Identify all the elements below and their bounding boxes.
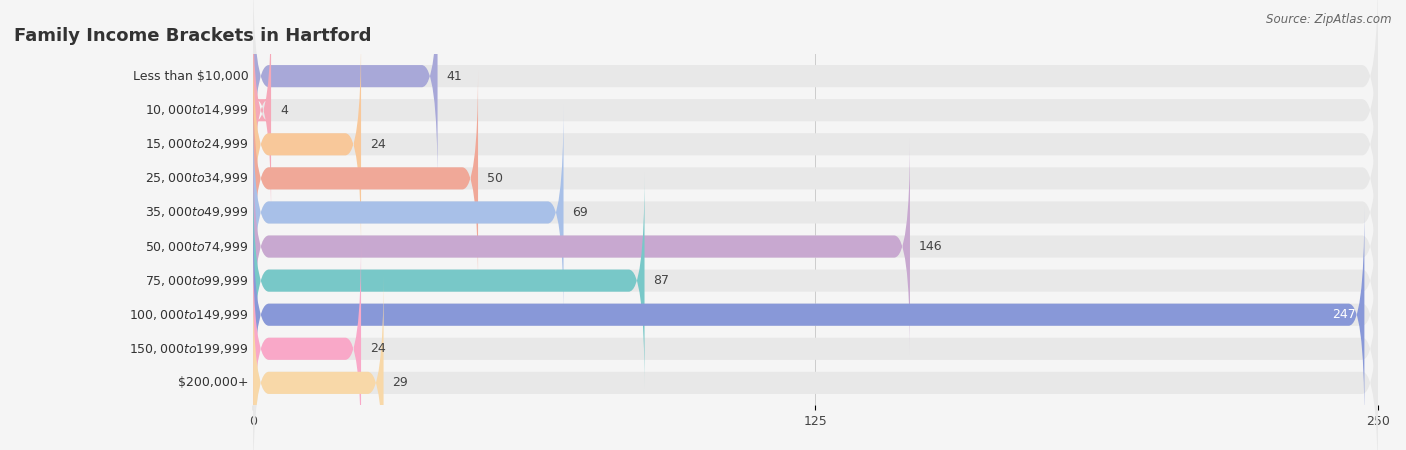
Text: Family Income Brackets in Hartford: Family Income Brackets in Hartford bbox=[14, 27, 371, 45]
Text: $50,000 to $74,999: $50,000 to $74,999 bbox=[145, 239, 249, 253]
Text: $35,000 to $49,999: $35,000 to $49,999 bbox=[145, 206, 249, 220]
FancyBboxPatch shape bbox=[253, 104, 564, 321]
Text: Less than $10,000: Less than $10,000 bbox=[132, 70, 249, 83]
Text: $200,000+: $200,000+ bbox=[177, 376, 249, 389]
FancyBboxPatch shape bbox=[253, 274, 384, 450]
Text: $10,000 to $14,999: $10,000 to $14,999 bbox=[145, 103, 249, 117]
Text: 29: 29 bbox=[392, 376, 408, 389]
FancyBboxPatch shape bbox=[253, 36, 361, 252]
Text: 50: 50 bbox=[486, 172, 503, 185]
FancyBboxPatch shape bbox=[253, 207, 1364, 423]
FancyBboxPatch shape bbox=[253, 138, 1378, 355]
FancyBboxPatch shape bbox=[253, 2, 1378, 218]
FancyBboxPatch shape bbox=[253, 104, 1378, 321]
Text: 247: 247 bbox=[1331, 308, 1355, 321]
Text: Source: ZipAtlas.com: Source: ZipAtlas.com bbox=[1267, 14, 1392, 27]
FancyBboxPatch shape bbox=[253, 36, 1378, 252]
Text: $75,000 to $99,999: $75,000 to $99,999 bbox=[145, 274, 249, 288]
Text: $150,000 to $199,999: $150,000 to $199,999 bbox=[129, 342, 249, 356]
FancyBboxPatch shape bbox=[253, 0, 1378, 184]
FancyBboxPatch shape bbox=[253, 2, 271, 218]
Text: 146: 146 bbox=[920, 240, 942, 253]
Text: $25,000 to $34,999: $25,000 to $34,999 bbox=[145, 171, 249, 185]
FancyBboxPatch shape bbox=[253, 172, 1378, 389]
FancyBboxPatch shape bbox=[253, 70, 1378, 287]
FancyBboxPatch shape bbox=[253, 0, 437, 184]
FancyBboxPatch shape bbox=[253, 172, 644, 389]
FancyBboxPatch shape bbox=[253, 138, 910, 355]
FancyBboxPatch shape bbox=[253, 274, 1378, 450]
FancyBboxPatch shape bbox=[253, 241, 1378, 450]
FancyBboxPatch shape bbox=[253, 241, 361, 450]
Text: 69: 69 bbox=[572, 206, 588, 219]
Text: $15,000 to $24,999: $15,000 to $24,999 bbox=[145, 137, 249, 151]
Text: 87: 87 bbox=[654, 274, 669, 287]
FancyBboxPatch shape bbox=[253, 207, 1378, 423]
Text: $100,000 to $149,999: $100,000 to $149,999 bbox=[129, 308, 249, 322]
Text: 4: 4 bbox=[280, 104, 288, 117]
FancyBboxPatch shape bbox=[253, 70, 478, 287]
Text: 24: 24 bbox=[370, 138, 385, 151]
Text: 24: 24 bbox=[370, 342, 385, 355]
Text: 41: 41 bbox=[447, 70, 463, 83]
